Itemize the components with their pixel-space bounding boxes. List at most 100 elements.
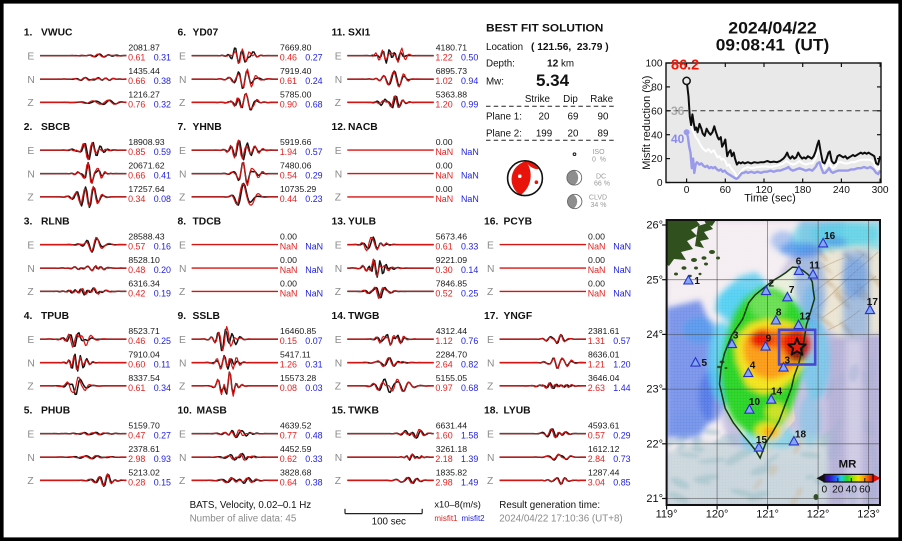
svg-text:Number of alive data: 45: Number of alive data: 45 bbox=[190, 514, 297, 525]
svg-text:Depth:: Depth: bbox=[486, 58, 515, 69]
svg-text:1.02: 1.02 bbox=[435, 76, 452, 86]
svg-text:18908.93: 18908.93 bbox=[128, 137, 164, 147]
svg-text:7480.06: 7480.06 bbox=[280, 161, 312, 171]
svg-text:0.46: 0.46 bbox=[280, 53, 297, 63]
svg-text:2381.61: 2381.61 bbox=[588, 326, 620, 336]
svg-text:N: N bbox=[179, 75, 186, 86]
svg-text:1.44: 1.44 bbox=[613, 383, 630, 393]
svg-text:E: E bbox=[335, 335, 342, 346]
svg-text:0.68: 0.68 bbox=[461, 383, 478, 393]
svg-text:ISO: ISO bbox=[592, 149, 605, 156]
svg-text:0.61: 0.61 bbox=[128, 383, 145, 393]
svg-text:20: 20 bbox=[651, 154, 663, 165]
svg-text:23°: 23° bbox=[646, 384, 663, 396]
svg-text:NaN: NaN bbox=[435, 194, 453, 204]
svg-text:2378.61: 2378.61 bbox=[128, 444, 160, 454]
svg-text:0.30: 0.30 bbox=[435, 265, 452, 275]
svg-text:NaN: NaN bbox=[280, 265, 298, 275]
svg-text:NaN: NaN bbox=[461, 194, 479, 204]
svg-text:0 %: 0 % bbox=[592, 157, 606, 164]
svg-text:0.25: 0.25 bbox=[461, 288, 478, 298]
svg-text:8523.71: 8523.71 bbox=[128, 326, 160, 336]
svg-text:YHNB: YHNB bbox=[193, 122, 222, 133]
svg-text:Z: Z bbox=[179, 193, 185, 204]
svg-text:2.64: 2.64 bbox=[435, 360, 452, 370]
svg-text:0.00: 0.00 bbox=[588, 278, 605, 288]
svg-text:NaN: NaN bbox=[613, 242, 631, 252]
svg-text:6: 6 bbox=[796, 257, 802, 268]
svg-text:0.97: 0.97 bbox=[435, 383, 452, 393]
svg-text:2024/04/22 17:10:36 (UT+8): 2024/04/22 17:10:36 (UT+8) bbox=[499, 514, 622, 525]
svg-text:26°: 26° bbox=[646, 220, 663, 232]
svg-text:0.54: 0.54 bbox=[280, 171, 297, 181]
svg-text:24°: 24° bbox=[646, 329, 663, 341]
svg-text:E: E bbox=[27, 146, 34, 157]
svg-text:( 121.56, 23.79 ): ( 121.56, 23.79 ) bbox=[531, 42, 609, 53]
svg-text:4452.59: 4452.59 bbox=[280, 444, 312, 454]
svg-text:16: 16 bbox=[824, 231, 836, 242]
svg-text:18.: 18. bbox=[484, 406, 498, 417]
svg-text:km: km bbox=[561, 58, 574, 69]
svg-text:0.28: 0.28 bbox=[128, 477, 145, 487]
svg-text:8337.54: 8337.54 bbox=[128, 373, 160, 383]
svg-text:34 %: 34 % bbox=[591, 202, 607, 209]
svg-text:Z: Z bbox=[179, 382, 185, 393]
svg-text:DC: DC bbox=[596, 173, 606, 180]
svg-text:2.: 2. bbox=[24, 122, 33, 133]
svg-text:TPUB: TPUB bbox=[41, 311, 69, 322]
svg-text:100: 100 bbox=[646, 59, 663, 70]
svg-text:1.49: 1.49 bbox=[461, 477, 478, 487]
svg-text:0.00: 0.00 bbox=[436, 161, 453, 171]
svg-text:NaN: NaN bbox=[280, 288, 298, 298]
svg-text:13.: 13. bbox=[332, 217, 346, 228]
svg-text:RLNB: RLNB bbox=[41, 217, 70, 228]
svg-text:misfit1: misfit1 bbox=[434, 514, 458, 523]
svg-text:E: E bbox=[179, 335, 186, 346]
svg-text:0.66: 0.66 bbox=[128, 76, 145, 86]
svg-text:4312.44: 4312.44 bbox=[436, 326, 468, 336]
svg-text:4: 4 bbox=[750, 361, 756, 372]
svg-text:119°: 119° bbox=[656, 509, 678, 521]
svg-text:NaN: NaN bbox=[461, 147, 479, 157]
svg-text:1.20: 1.20 bbox=[613, 360, 630, 370]
svg-text:Z: Z bbox=[335, 98, 341, 109]
svg-text:N: N bbox=[27, 264, 34, 275]
svg-text:2: 2 bbox=[769, 279, 775, 290]
svg-text:2.98: 2.98 bbox=[128, 454, 145, 464]
svg-text:TDCB: TDCB bbox=[193, 217, 222, 228]
svg-text:0.94: 0.94 bbox=[461, 76, 478, 86]
svg-text:120°: 120° bbox=[706, 509, 729, 521]
svg-text:22°: 22° bbox=[646, 438, 663, 450]
svg-text:7669.80: 7669.80 bbox=[280, 43, 312, 53]
svg-text:NaN: NaN bbox=[435, 147, 453, 157]
svg-text:66 %: 66 % bbox=[594, 180, 610, 187]
svg-text:VWUC: VWUC bbox=[41, 28, 73, 39]
svg-text:0.57: 0.57 bbox=[588, 431, 605, 441]
svg-text:86.2: 86.2 bbox=[671, 58, 699, 74]
svg-text:E: E bbox=[27, 335, 34, 346]
svg-text:Z: Z bbox=[335, 287, 341, 298]
svg-text:E: E bbox=[335, 51, 342, 62]
svg-text:40: 40 bbox=[671, 132, 685, 146]
svg-text:E: E bbox=[179, 240, 186, 251]
svg-text:0.48: 0.48 bbox=[128, 265, 145, 275]
svg-text:0.85: 0.85 bbox=[613, 477, 630, 487]
svg-text:0.31: 0.31 bbox=[305, 360, 322, 370]
svg-text:Strike: Strike bbox=[525, 94, 551, 105]
svg-text:TWGB: TWGB bbox=[348, 311, 379, 322]
svg-text:199: 199 bbox=[536, 128, 552, 139]
svg-text:9221.09: 9221.09 bbox=[436, 255, 468, 265]
svg-text:0.11: 0.11 bbox=[154, 360, 171, 370]
svg-text:0.15: 0.15 bbox=[154, 477, 171, 487]
svg-text:Location: Location bbox=[486, 42, 523, 53]
svg-text:Z: Z bbox=[27, 193, 33, 204]
svg-text:6895.73: 6895.73 bbox=[436, 66, 468, 76]
svg-text:20: 20 bbox=[539, 112, 550, 123]
svg-text:CLVD: CLVD bbox=[589, 195, 607, 202]
svg-text:8: 8 bbox=[776, 308, 782, 319]
svg-text:Z: Z bbox=[487, 382, 493, 393]
svg-text:0.61: 0.61 bbox=[280, 76, 297, 86]
svg-text:4593.61: 4593.61 bbox=[588, 421, 620, 431]
svg-text:5155.05: 5155.05 bbox=[436, 373, 468, 383]
svg-text:14.: 14. bbox=[332, 311, 346, 322]
